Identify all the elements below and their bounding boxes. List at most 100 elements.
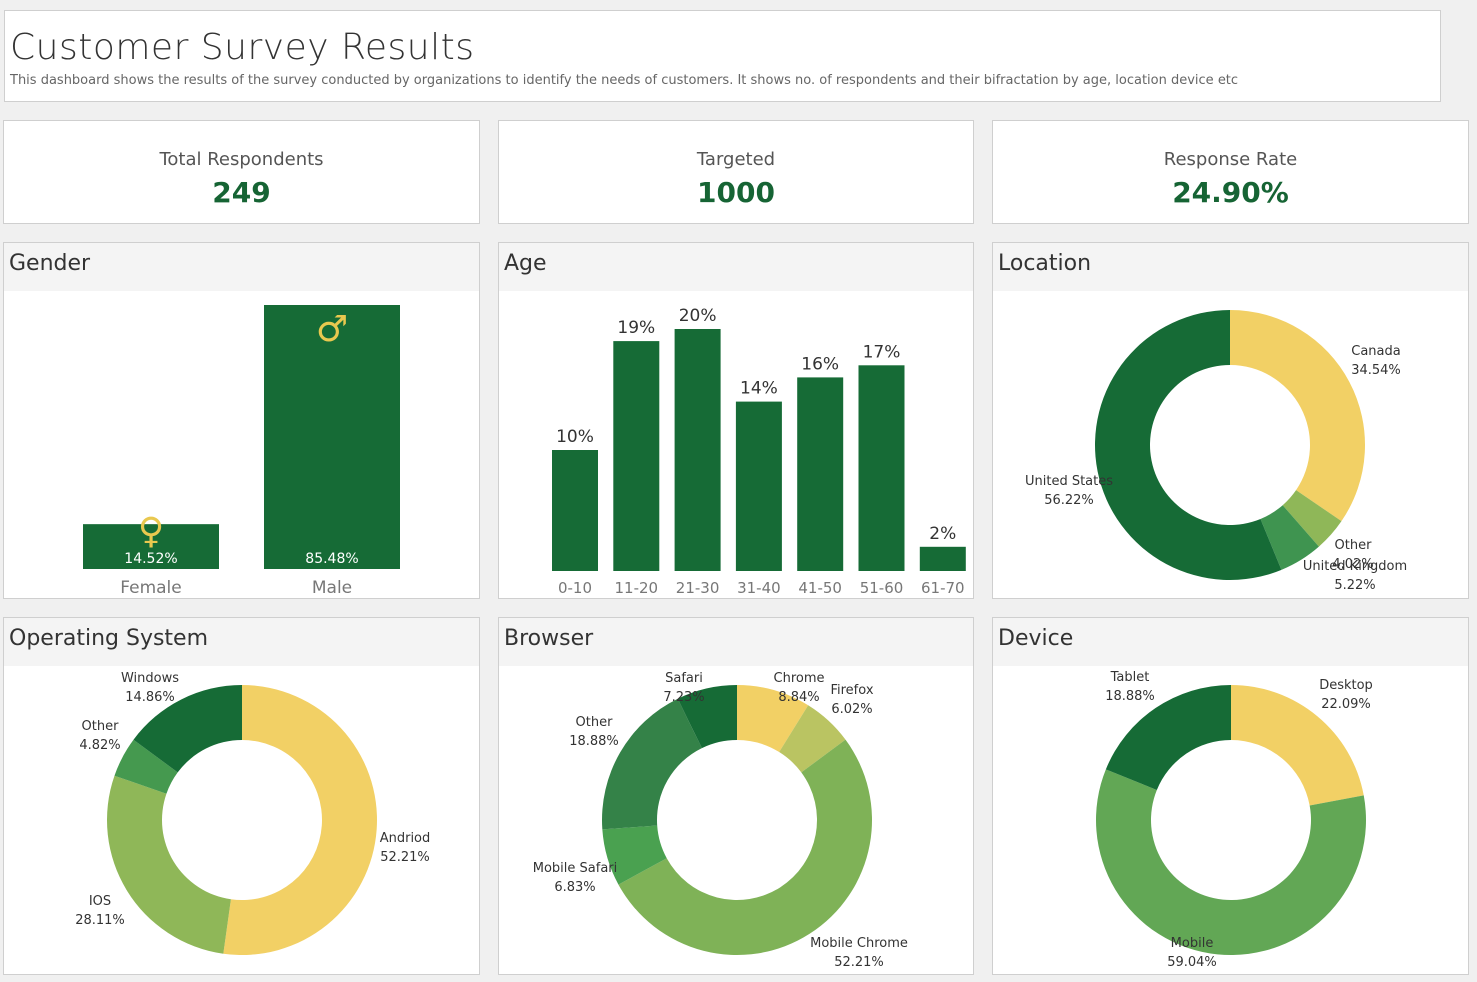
device-donut-chart: Desktop 22.09% Mobile 59.04% Tablet 18.88% [1096,670,1373,970]
bar-11-20 [613,341,660,571]
kpi-label: Targeted [696,149,776,170]
slice-firefox [779,705,846,773]
kpi-total-respondents: Total Respondents 249 [3,120,480,224]
bar-51-60 [858,365,905,571]
data-label: 20% [679,306,717,326]
bar-female [83,524,219,569]
tick-label: 11-20 [615,579,659,597]
browser-chart-panel: Browser Chrome 8.84% Firefox 6.02% Mobile Ch… [498,617,974,975]
slice-value-label: 6.83% [554,880,595,895]
os-donut-chart: Andriod 52.21% IOS 28.11% Other 4.82% Windows 1… [75,671,431,955]
chart-title: Device [998,626,1074,651]
slice-value-label: 7.23% [663,690,704,705]
slice-value-label: 34.54% [1351,363,1401,378]
data-label: 14.52% [124,551,177,567]
chart-header: Gender [4,243,479,291]
slice-united-states [1094,310,1282,580]
slice-label: Windows [121,671,179,686]
kpi-value: 1000 [697,176,775,209]
slice-united-kingdom [1260,505,1319,570]
slice-tablet [1105,685,1231,790]
tick-label: 41-50 [798,579,842,597]
slice-label: United States [1025,474,1113,489]
slice-andriod [223,685,377,955]
chart-title: Age [504,251,547,276]
slice-label: United Kingdom [1303,559,1407,574]
kpi-label: Total Respondents [159,149,324,170]
data-label: 17% [863,342,901,362]
chart-header: Operating System [4,618,479,666]
slice-value-label: 4.02% [1332,557,1373,572]
kpi-value: 24.90% [1172,176,1289,209]
slice-label: Mobile Chrome [810,936,908,951]
slice-windows [133,685,242,773]
age-bar-chart: 10% 0-10 19% 11-20 20% 21-30 14% 31-40 16% 41-50 1… [552,306,966,597]
chart-header: Browser [499,618,973,666]
bar-male [264,305,400,569]
slice-mobile [1096,769,1366,955]
browser-donut-chart: Chrome 8.84% Firefox 6.02% Mobile Chrome 52.2… [533,671,908,970]
tick-label: Male [312,578,352,598]
kpi-value: 249 [212,176,271,209]
slice-value-label: 22.09% [1321,697,1371,712]
tick-label: 31-40 [737,579,781,597]
slice-label: Chrome [774,671,825,686]
bar-0-10 [552,450,598,571]
slice-canada [1230,310,1365,522]
slice-value-label: 6.02% [831,702,872,717]
os-chart-panel: Operating System Andriod 52.21% IOS 28.11% O… [3,617,480,975]
slice-value-label: 18.88% [569,734,619,749]
chart-title: Browser [504,626,594,651]
bar-41-50 [797,377,844,571]
slice-ios [106,775,231,954]
kpi-label: Response Rate [1163,149,1298,170]
chart-header: Age [499,243,973,291]
slice-other [1282,490,1342,547]
slice-label: Safari [665,671,703,686]
gender-chart-panel: Gender 14.52% Female 85.48% Male ♀ ♂ [3,242,480,599]
slice-value-label: 5.22% [1334,578,1375,593]
slice-mobile-chrome [618,739,872,955]
data-label: 2% [929,524,956,544]
age-chart-panel: Age 10% 0-10 19% 11-20 20% 21-30 14% 31-40 16% 41… [498,242,974,599]
slice-value-label: 8.84% [778,690,819,705]
dashboard-header: Customer Survey Results This dashboard s… [4,10,1441,102]
chart-title: Gender [9,251,91,276]
data-label: 85.48% [305,551,358,567]
tick-label: 61-70 [921,579,965,597]
data-label: 10% [556,427,594,447]
slice-safari [677,685,737,749]
slice-value-label: 52.21% [380,850,430,865]
female-symbol-icon: ♀ [138,511,164,552]
slice-value-label: 18.88% [1105,689,1155,704]
bar-61-70 [919,546,966,571]
tick-label: Female [120,578,181,598]
slice-label: Mobile Safari [533,861,618,876]
slice-value-label: 4.82% [79,738,120,753]
slice-label: Desktop [1319,678,1373,693]
tick-label: 0-10 [558,579,592,597]
slice-other [114,739,178,794]
tick-label: 51-60 [860,579,904,597]
data-label: 19% [617,318,655,338]
slice-value-label: 14.86% [125,690,175,705]
slice-label: Canada [1351,344,1400,359]
slice-label: Andriod [380,831,431,846]
gender-bar-chart: 14.52% Female 85.48% Male ♀ ♂ [83,305,400,598]
slice-value-label: 52.21% [834,955,884,970]
chart-header: Device [993,618,1468,666]
data-label: 16% [801,354,839,374]
slice-other [602,698,702,830]
slice-label: Tablet [1110,670,1150,685]
slice-value-label: 59.04% [1167,955,1217,970]
tick-label: 21-30 [676,579,720,597]
data-label: 14% [740,379,778,399]
male-symbol-icon: ♂ [316,309,348,350]
slice-label: Firefox [830,683,873,698]
slice-label: IOS [89,894,111,909]
page-subtitle: This dashboard shows the results of the … [10,73,1239,88]
slice-label: Mobile [1171,936,1214,951]
slice-label: Other [82,719,120,734]
slice-desktop [1231,685,1364,806]
slice-value-label: 28.11% [75,913,125,928]
